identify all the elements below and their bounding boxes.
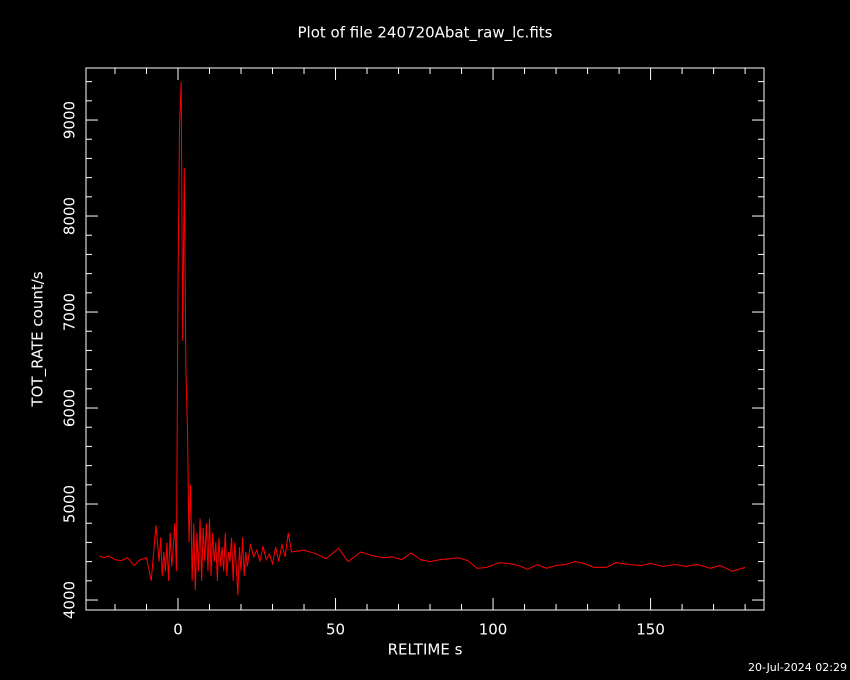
x-axis-label: RELTIME s bbox=[388, 641, 463, 659]
x-tick-label: 0 bbox=[173, 621, 183, 639]
light-curve bbox=[99, 81, 746, 596]
timestamp: 20-Jul-2024 02:29 bbox=[748, 661, 847, 674]
y-axis-label: TOT_RATE count/s bbox=[29, 271, 48, 407]
y-tick-label: 9000 bbox=[61, 101, 79, 139]
x-tick-label: 50 bbox=[326, 621, 345, 639]
chart-title: Plot of file 240720Abat_raw_lc.fits bbox=[298, 24, 553, 43]
y-tick-label: 4000 bbox=[61, 581, 79, 619]
x-tick-label: 150 bbox=[636, 621, 665, 639]
y-tick-label: 8000 bbox=[61, 197, 79, 235]
y-tick-label: 7000 bbox=[61, 293, 79, 331]
x-tick-label: 100 bbox=[479, 621, 508, 639]
y-tick-label: 6000 bbox=[61, 389, 79, 427]
y-tick-label: 5000 bbox=[61, 485, 79, 523]
plot-frame bbox=[85, 67, 765, 611]
